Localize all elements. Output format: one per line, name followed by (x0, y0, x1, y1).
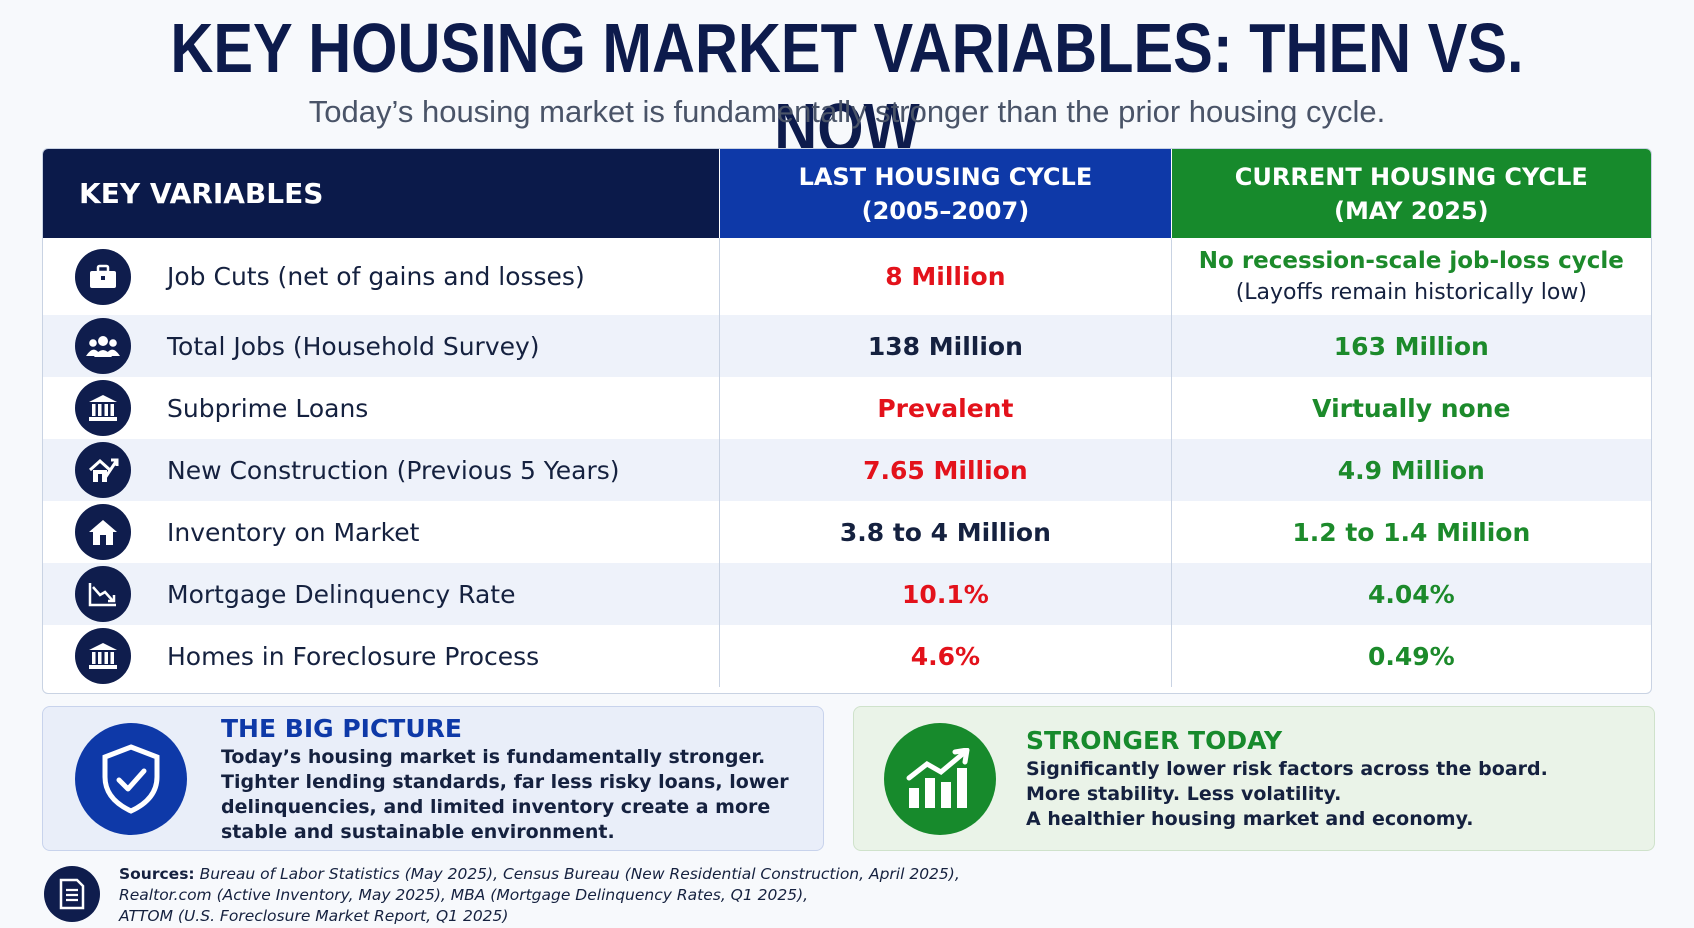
stronger-today-text: STRONGER TODAY Significantly lower risk … (1026, 725, 1548, 832)
sources-text: Sources: Bureau of Labor Statistics (May… (119, 864, 1019, 927)
header-current-cycle: CURRENT HOUSING CYCLE (MAY 2025) (1170, 149, 1651, 238)
sources-line1: Bureau of Labor Statistics (May 2025), C… (199, 865, 960, 883)
row-last-value: 8 Million (719, 238, 1170, 315)
house-icon (75, 504, 131, 560)
row-label: New Construction (Previous 5 Years) (167, 455, 620, 485)
row-label-cell: Job Cuts (net of gains and losses) (43, 238, 719, 315)
big-picture-panel: THE BIG PICTURE Today’s housing market i… (42, 706, 824, 851)
big-picture-line: delinquencies, and limited inventory cre… (221, 795, 771, 818)
stronger-today-heading: STRONGER TODAY (1026, 726, 1283, 755)
sources-line: Sources: Bureau of Labor Statistics (May… (119, 864, 1019, 885)
header-current-line1: CURRENT HOUSING CYCLE (1234, 162, 1588, 191)
document-icon (44, 866, 100, 922)
row-last-value: 138 Million (719, 315, 1170, 377)
row-label: Mortgage Delinquency Rate (167, 579, 516, 609)
table-row: Inventory on Market 3.8 to 4 Million 1.2… (43, 501, 1651, 563)
declining-chart-icon (75, 566, 131, 622)
big-picture-heading: THE BIG PICTURE (221, 713, 462, 743)
row-last-value: 3.8 to 4 Million (719, 501, 1170, 563)
bank-icon (75, 380, 131, 436)
big-picture-line: Tighter lending standards, far less risk… (221, 770, 789, 793)
row-current-note: (Layoffs remain historically low) (1235, 279, 1587, 305)
row-current-cell: No recession-scale job-loss cycle (Layof… (1170, 238, 1651, 315)
row-current-value: No recession-scale job-loss cycle (1198, 247, 1624, 274)
stronger-today-line: More stability. Less volatility. (1026, 783, 1342, 805)
row-label-cell: Total Jobs (Household Survey) (43, 315, 719, 377)
table-row: Homes in Foreclosure Process 4.6% 0.49% (43, 625, 1651, 687)
row-label: Subprime Loans (167, 393, 369, 423)
header-key-variables: KEY VARIABLES (43, 149, 720, 238)
people-icon (75, 318, 131, 374)
row-label-cell: Subprime Loans (43, 377, 719, 439)
table-header: KEY VARIABLES LAST HOUSING CYCLE (2005–2… (43, 149, 1651, 238)
table-row: Mortgage Delinquency Rate 10.1% 4.04% (43, 563, 1651, 625)
sources-line3: ATTOM (U.S. Foreclosure Market Report, Q… (119, 907, 509, 925)
row-last-value: Prevalent (719, 377, 1170, 439)
row-label: Total Jobs (Household Survey) (167, 331, 540, 361)
row-label-cell: Mortgage Delinquency Rate (43, 563, 719, 625)
table-row: Job Cuts (net of gains and losses) 8 Mil… (43, 238, 1651, 315)
house-construction-icon (75, 442, 131, 498)
row-last-value: 4.6% (719, 625, 1170, 687)
header-key-label: KEY VARIABLES (79, 176, 324, 210)
table-row: Subprime Loans Prevalent Virtually none (43, 377, 1651, 439)
shield-check-icon (75, 722, 187, 835)
bank-icon (75, 628, 131, 684)
page-subtitle: Today’s housing market is fundamentally … (308, 94, 1386, 129)
header-last-line1: LAST HOUSING CYCLE (798, 162, 1093, 191)
row-label: Inventory on Market (167, 517, 420, 547)
row-current-value: Virtually none (1170, 377, 1651, 439)
row-current-value: 0.49% (1170, 625, 1651, 687)
table-row: New Construction (Previous 5 Years) 7.65… (43, 439, 1651, 501)
comparison-table: KEY VARIABLES LAST HOUSING CYCLE (2005–2… (42, 148, 1652, 694)
sources-line2: Realtor.com (Active Inventory, May 2025)… (119, 886, 809, 904)
big-picture-line: Today’s housing market is fundamentally … (221, 745, 766, 768)
row-current-value: 163 Million (1170, 315, 1651, 377)
row-label-cell: Homes in Foreclosure Process (43, 625, 719, 687)
big-picture-text: THE BIG PICTURE Today’s housing market i… (221, 713, 789, 845)
row-label-cell: New Construction (Previous 5 Years) (43, 439, 719, 501)
row-label: Homes in Foreclosure Process (167, 641, 540, 671)
stronger-today-line: Significantly lower risk factors across … (1026, 758, 1548, 780)
row-label: Job Cuts (net of gains and losses) (167, 262, 585, 291)
table-row: Total Jobs (Household Survey) 138 Millio… (43, 315, 1651, 377)
row-current-value: 1.2 to 1.4 Million (1170, 501, 1651, 563)
row-label-cell: Inventory on Market (43, 501, 719, 563)
stronger-today-line: A healthier housing market and economy. (1026, 808, 1474, 830)
header-last-cycle: LAST HOUSING CYCLE (2005–2007) (719, 149, 1171, 238)
sources-label: Sources: (119, 865, 195, 883)
row-current-value: 4.9 Million (1170, 439, 1651, 501)
header-last-line2: (2005–2007) (861, 196, 1030, 225)
rising-chart-icon (884, 722, 996, 835)
stronger-today-panel: STRONGER TODAY Significantly lower risk … (853, 706, 1655, 851)
header-current-line2: (MAY 2025) (1333, 196, 1489, 225)
row-current-value: 4.04% (1170, 563, 1651, 625)
briefcase-icon (75, 248, 131, 305)
page-title: KEY HOUSING MARKET VARIABLES: THEN VS. N… (170, 9, 1524, 167)
row-last-value: 7.65 Million (719, 439, 1170, 501)
big-picture-line: stable and sustainable environment. (221, 820, 615, 843)
row-last-value: 10.1% (719, 563, 1170, 625)
